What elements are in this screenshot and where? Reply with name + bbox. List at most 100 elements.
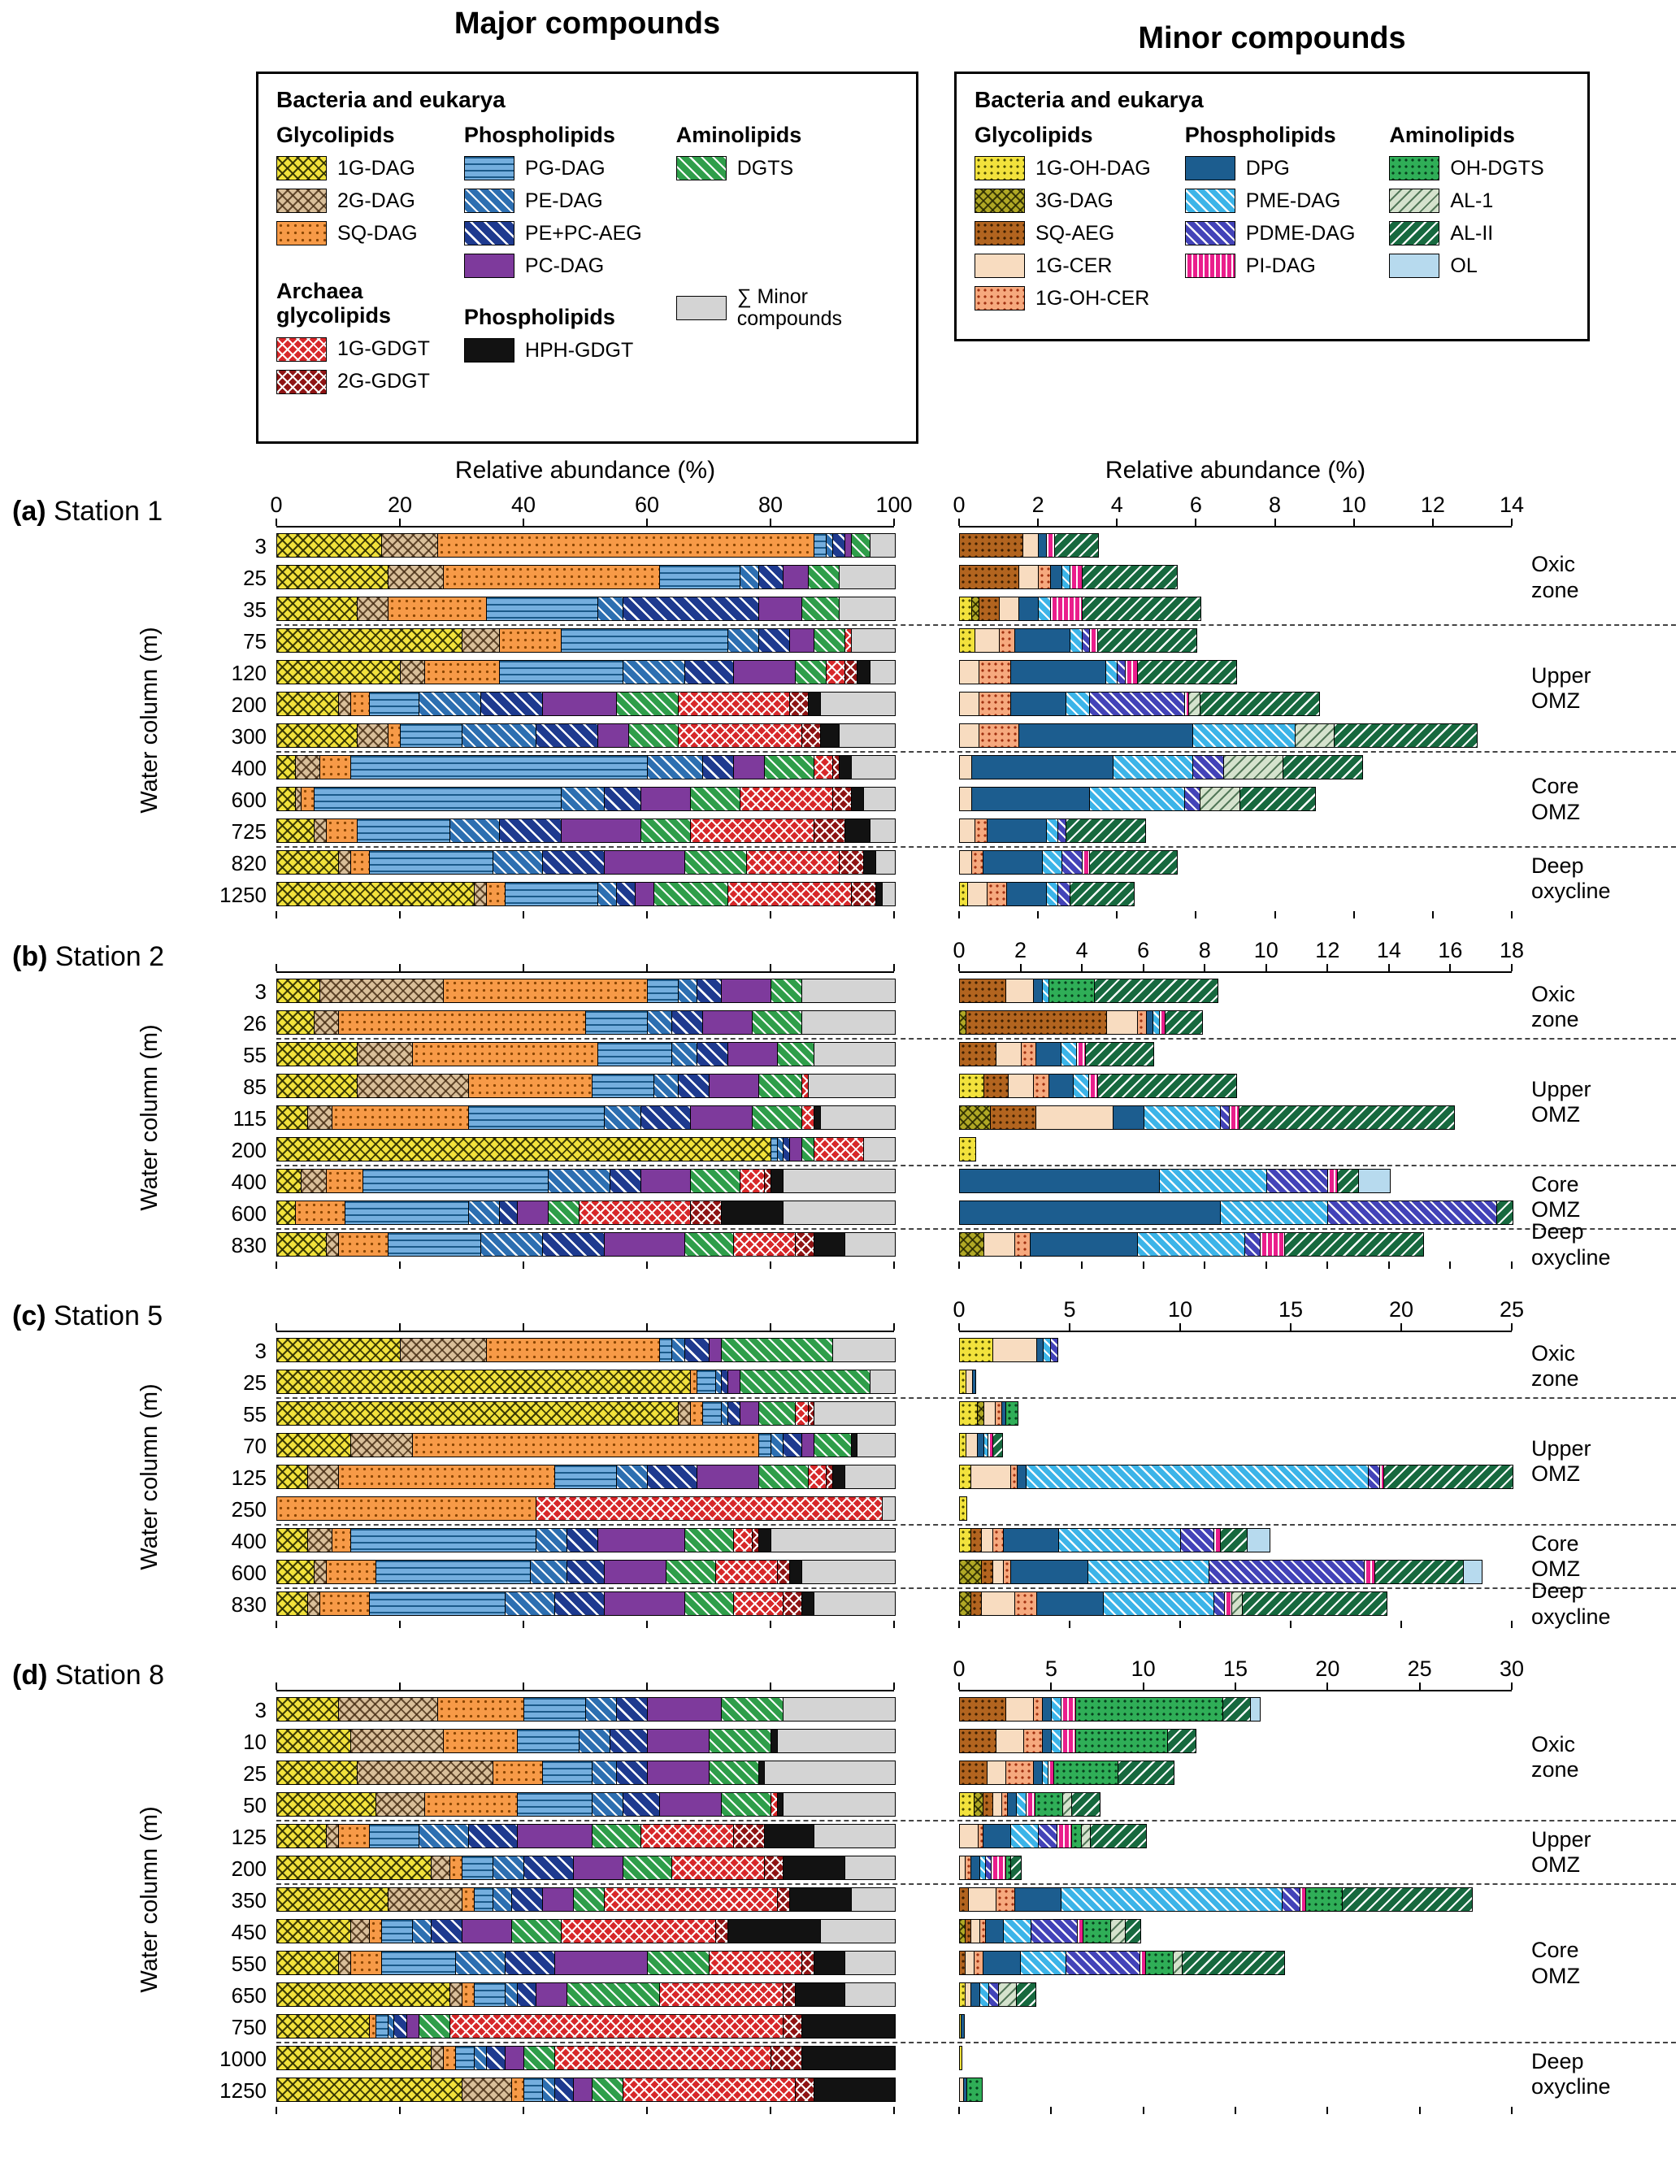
bar-segment-DPG <box>983 851 1043 874</box>
bar-segment-DGTS <box>419 2015 450 2038</box>
bar-segment-1G-GDGT <box>801 1075 809 1097</box>
bar-segment-PE+PC-AEG <box>480 693 543 715</box>
bar-segment-1G-OH-CER <box>975 819 988 842</box>
legend-group-title: Aminolipids <box>675 123 802 147</box>
bar-segment-DPG <box>960 1170 1160 1192</box>
bar-segment-PE+PC-AEG <box>684 661 735 684</box>
bar-segment-PE+PC-AEG <box>431 1920 462 1943</box>
bar-segment-DGTS <box>851 534 870 557</box>
bar-segment-PE-DAG <box>542 2078 555 2101</box>
depth-label: 25 <box>243 1370 267 1395</box>
bar-segment-PE-DAG <box>592 1793 623 1816</box>
bar-segment-PC-DAG <box>789 629 815 652</box>
bar-segment-1G-OH-DAG <box>960 1434 967 1457</box>
bar-segment-MINOR <box>857 1434 895 1457</box>
bar-segment-1G-CER <box>960 2078 964 2101</box>
zone-label: Deep oxycline <box>1531 2048 1611 2099</box>
legend-swatch-2G-GDGT <box>276 369 327 394</box>
bar-segment-1G-DAG <box>277 1339 401 1361</box>
bar-segment-1G-DAG <box>277 1402 679 1425</box>
bar-segment-DGTS <box>753 1106 802 1129</box>
bar-segment-DGTS <box>684 1592 735 1615</box>
bar-segment-HPH-GDGT <box>789 1888 852 1911</box>
minor-tick <box>1290 1323 1291 1331</box>
minor-bar <box>959 979 1219 1003</box>
major-bar <box>276 1010 896 1035</box>
bar-segment-PDME-DAG <box>1213 1592 1226 1615</box>
bar-segment-1G-DAG <box>277 1106 308 1129</box>
minor-tick-label: 30 <box>1499 1656 1525 1681</box>
bar-segment-1G-OH-CER <box>1005 1761 1034 1784</box>
minor-bar <box>959 723 1478 748</box>
bar-segment-HPH-GDGT <box>784 1856 846 1879</box>
bar-segment-1G-CER <box>982 1529 993 1552</box>
bar-segment-DPG <box>962 2015 964 2038</box>
bar-segment-SQ-DAG <box>449 1856 462 1879</box>
bar-segment-DGTS <box>623 1856 673 1879</box>
major-bottom-tick <box>276 1621 277 1628</box>
bar-segment-AL-II <box>1243 1592 1387 1615</box>
bar-segment-DGTS <box>740 1370 870 1393</box>
bar-segment-PME-DAG <box>979 1983 990 2006</box>
bar-segment-2G-GDGT <box>771 2047 802 2069</box>
bar-segment-DGTS <box>771 979 802 1002</box>
depth-label: 25 <box>243 566 267 590</box>
bar-segment-SQ-DAG <box>444 566 661 588</box>
bar-segment-PG-DAG <box>585 1011 648 1034</box>
bar-segment-HPH-GDGT <box>722 1201 784 1224</box>
bar-segment-SQ-AEG <box>960 979 1006 1002</box>
bar-segment-1G-DAG <box>277 724 358 747</box>
zone-separator <box>276 846 1676 848</box>
major-tick <box>399 1683 401 1690</box>
bar-segment-1G-DAG <box>277 534 383 557</box>
depth-label: 450 <box>231 1920 267 1944</box>
minor-bottom-tick <box>1387 1261 1390 1269</box>
bar-segment-PME-DAG <box>1039 597 1051 620</box>
bar-segment-PC-DAG <box>789 1138 802 1161</box>
major-bottom-tick <box>399 1621 401 1628</box>
bar-segment-AL-1 <box>1081 1825 1091 1847</box>
minor-bar <box>959 1729 1197 1753</box>
bar-segment-MINOR <box>784 1793 895 1816</box>
bar-segment-PDME-DAG <box>1058 819 1067 842</box>
minor-tick-label: 16 <box>1438 938 1463 962</box>
legend-label: 3G-DAG <box>1035 189 1113 212</box>
zone-label: Core OMZ <box>1531 1171 1580 1222</box>
legend-item: 2G-GDGT <box>276 369 430 394</box>
bar-segment-MINOR <box>845 1856 895 1879</box>
bar-segment-2G-GDGT <box>784 2015 802 2038</box>
bar-segment-1G-OH-CER <box>992 1529 1005 1552</box>
bar-segment-DPG <box>1033 979 1043 1002</box>
bar-segment-1G-CER <box>960 756 972 779</box>
bar-segment-DPG <box>1037 1592 1104 1615</box>
major-bar <box>276 1591 896 1616</box>
bar-segment-PE+PC-AEG <box>499 1201 519 1224</box>
bar-segment-DGTS <box>722 1793 771 1816</box>
bar-segment-AL-1 <box>1188 693 1201 715</box>
zone-label: Core OMZ <box>1531 1938 1580 1988</box>
depth-label: 400 <box>231 1529 267 1553</box>
bar-segment-1G-OH-DAG <box>960 1075 985 1097</box>
bar-segment-PME-DAG <box>1044 1339 1051 1361</box>
bar-segment-1G-DAG <box>277 1920 352 1943</box>
bar-segment-1G-CER <box>965 1983 971 2006</box>
bar-segment-1G-DAG <box>277 597 358 620</box>
major-bar <box>276 1338 896 1362</box>
bar-segment-PME-DAG <box>1066 693 1091 715</box>
legend-swatch-PE+PC-AEG <box>463 221 514 246</box>
bar-segment-2G-DAG <box>462 2078 512 2101</box>
legend-header: Bacteria and eukarya <box>276 87 506 112</box>
bar-segment-2G-DAG <box>339 693 352 715</box>
legend-item: PME-DAG <box>1184 189 1356 214</box>
minor-bar <box>959 692 1320 716</box>
bar-segment-PE-DAG <box>449 819 500 842</box>
bar-segment-1G-CER <box>982 1592 1015 1615</box>
bar-segment-PME-DAG <box>1061 1043 1077 1066</box>
bar-segment-DPG <box>1018 597 1040 620</box>
bar-segment-PC-DAG <box>604 851 685 874</box>
major-bar <box>276 2014 896 2039</box>
bar-segment-PI-DAG <box>991 1856 1006 1879</box>
bar-segment-2G-GDGT <box>765 1170 771 1192</box>
bar-segment-MINOR <box>876 851 895 874</box>
depth-label: 3 <box>254 1698 267 1722</box>
